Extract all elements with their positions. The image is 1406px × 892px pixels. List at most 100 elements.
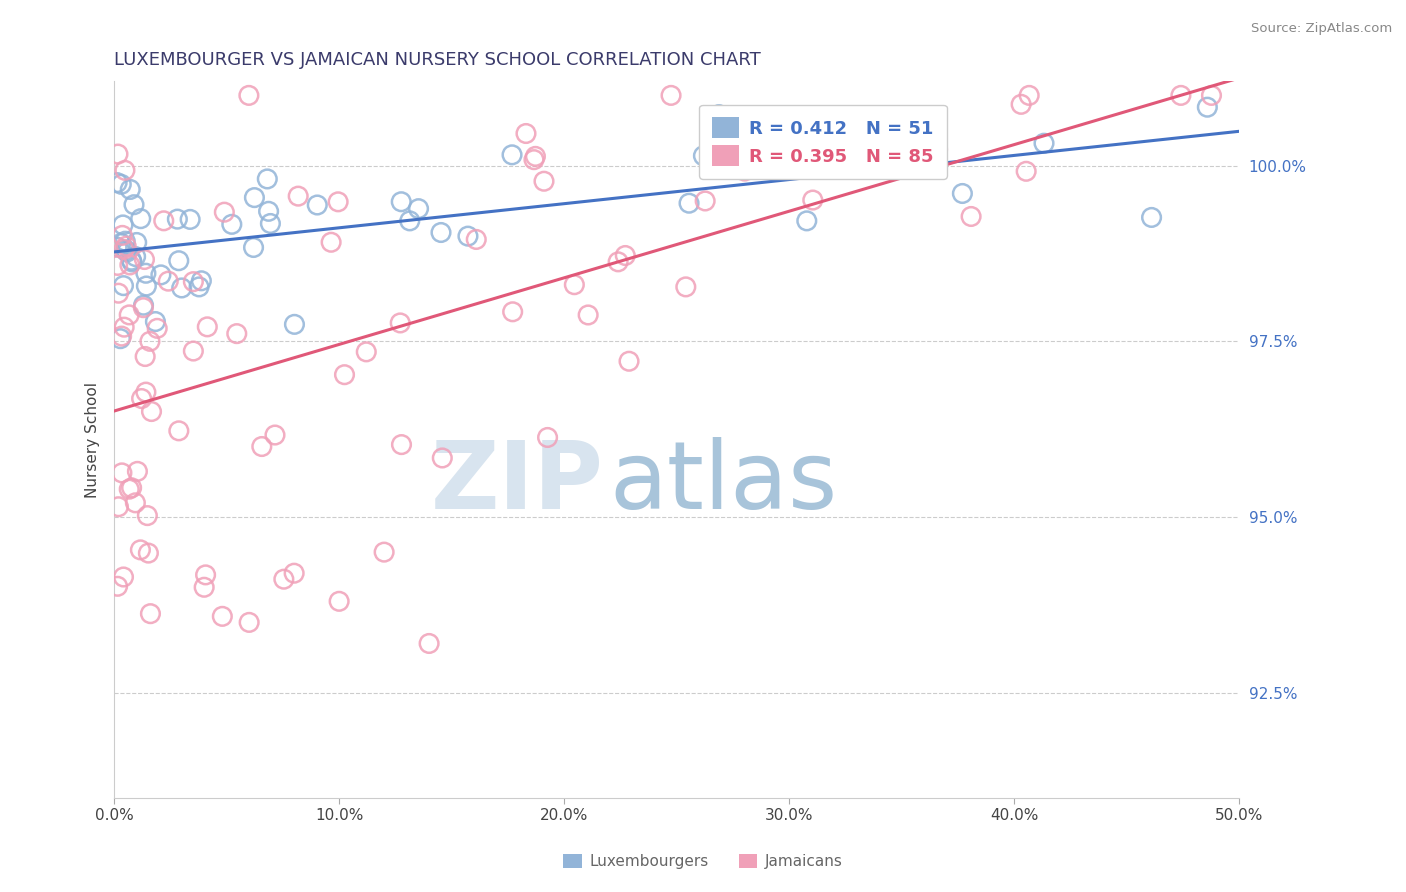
Point [183, 344, 205, 359]
Point [107, 147, 129, 161]
Point [432, 450, 454, 465]
Point [391, 437, 413, 451]
Point [675, 280, 697, 294]
Point [1170, 88, 1192, 103]
Point [523, 153, 546, 167]
Point [115, 239, 138, 253]
Point [194, 567, 217, 582]
Point [105, 176, 128, 190]
Point [801, 193, 824, 207]
Point [111, 466, 134, 480]
Point [136, 508, 159, 523]
Point [111, 228, 134, 243]
Point [131, 392, 153, 406]
Point [695, 194, 717, 208]
Point [193, 580, 215, 594]
Point [501, 148, 523, 162]
Point [105, 240, 128, 254]
Point [145, 314, 167, 328]
Point [950, 186, 973, 201]
Point [183, 275, 205, 289]
Point [524, 149, 547, 163]
Point [457, 229, 479, 244]
Point [135, 279, 157, 293]
Point [321, 235, 343, 250]
Point [250, 440, 273, 454]
Point [225, 326, 247, 341]
Point [112, 243, 135, 257]
Point [118, 482, 141, 496]
Point [1015, 164, 1038, 178]
Point [125, 235, 148, 250]
Point [780, 112, 803, 126]
Point [707, 108, 730, 122]
Point [273, 572, 295, 586]
Point [264, 428, 287, 442]
Point [927, 142, 949, 156]
Point [328, 594, 350, 608]
Point [1018, 88, 1040, 103]
Point [135, 266, 157, 280]
Point [211, 609, 233, 624]
Point [127, 464, 149, 478]
Point [107, 286, 129, 301]
Point [112, 320, 135, 334]
Point [121, 481, 143, 495]
Point [132, 301, 155, 315]
Point [157, 274, 180, 288]
Point [1201, 88, 1223, 103]
Point [408, 202, 430, 216]
Point [333, 368, 356, 382]
Point [118, 308, 141, 322]
Point [307, 198, 329, 212]
Point [502, 305, 524, 319]
Point [515, 127, 537, 141]
Point [283, 318, 305, 332]
Point [132, 298, 155, 312]
Point [1140, 211, 1163, 225]
Point [796, 214, 818, 228]
Point [607, 255, 630, 269]
Point [124, 496, 146, 510]
Point [287, 189, 309, 203]
Point [1010, 97, 1032, 112]
Point [257, 204, 280, 219]
Point [110, 329, 132, 343]
Point [139, 334, 162, 349]
Text: LUXEMBOURGER VS JAMAICAN NURSERY SCHOOL CORRELATION CHART: LUXEMBOURGER VS JAMAICAN NURSERY SCHOOL … [114, 51, 761, 69]
Point [960, 210, 983, 224]
Point [107, 500, 129, 514]
Point [659, 88, 682, 103]
Point [121, 253, 143, 268]
Point [122, 197, 145, 211]
Y-axis label: Nursery School: Nursery School [86, 382, 100, 498]
Point [152, 214, 174, 228]
Point [170, 281, 193, 295]
Legend: R = 0.412   N = 51, R = 0.395   N = 85: R = 0.412 N = 51, R = 0.395 N = 85 [699, 104, 946, 179]
Point [135, 385, 157, 400]
Point [166, 212, 188, 227]
Point [373, 545, 395, 559]
Point [107, 259, 129, 273]
Point [617, 354, 640, 368]
Point [139, 607, 162, 621]
Point [238, 88, 260, 103]
Point [124, 250, 146, 264]
Legend: Luxembourgers, Jamaicans: Luxembourgers, Jamaicans [557, 848, 849, 875]
Point [190, 274, 212, 288]
Point [259, 217, 281, 231]
Point [195, 319, 218, 334]
Point [167, 424, 190, 438]
Point [564, 277, 586, 292]
Point [141, 404, 163, 418]
Point [398, 214, 420, 228]
Point [614, 248, 637, 262]
Point [138, 546, 160, 560]
Point [111, 218, 134, 232]
Point [465, 232, 488, 246]
Point [121, 255, 143, 269]
Point [188, 280, 211, 294]
Point [256, 172, 278, 186]
Point [129, 542, 152, 557]
Point [418, 636, 440, 650]
